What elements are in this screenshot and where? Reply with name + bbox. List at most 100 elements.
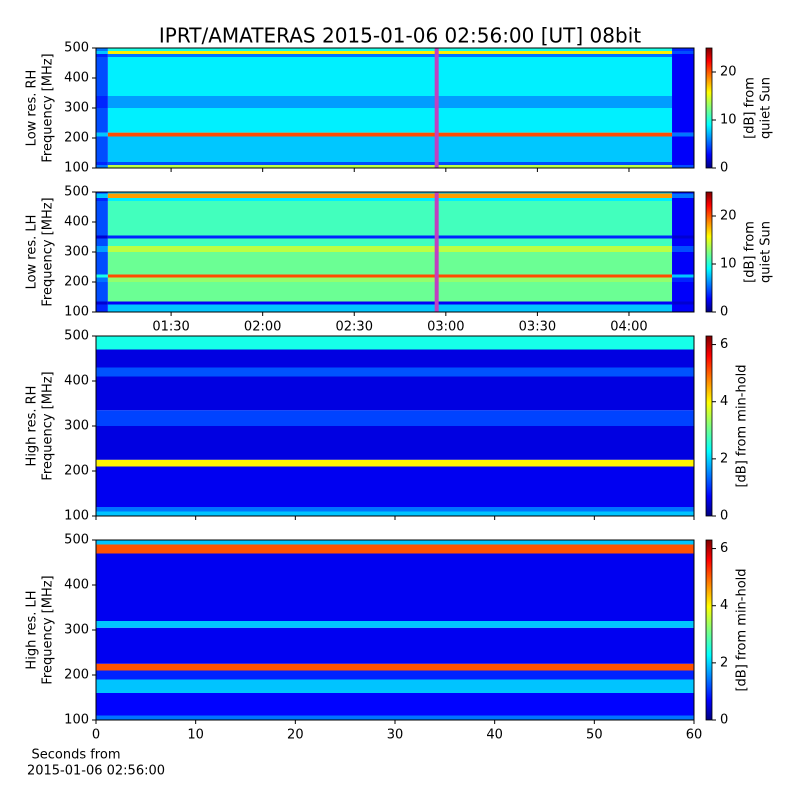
x-tick-label: 02:00	[244, 320, 281, 335]
heat-cell	[672, 274, 694, 278]
heat-cell	[672, 132, 694, 137]
heat-cell	[96, 201, 108, 236]
heat-cell	[672, 238, 694, 246]
heat-cell	[672, 162, 694, 165]
heat-cell	[107, 96, 673, 108]
heat-cell	[672, 96, 694, 108]
heat-cell	[107, 238, 673, 246]
x-tick-label: 20	[287, 728, 304, 743]
heat-cell	[672, 57, 694, 96]
heat-cell	[107, 235, 673, 239]
heat-cell	[107, 108, 673, 133]
x-axis-label: 2015-01-06 02:56:00	[27, 764, 165, 779]
x-tick-label: 10	[187, 728, 204, 743]
heat-cell	[672, 198, 694, 201]
x-tick-label: 01:30	[152, 320, 189, 335]
heat-cell	[672, 304, 694, 312]
heat-cell	[672, 246, 694, 252]
heat-cell	[96, 54, 108, 57]
colorbar-label: [dB] from	[743, 77, 758, 139]
heat-cell	[96, 544, 694, 554]
heat-cell	[96, 57, 108, 96]
y-axis-label: Frequency [MHz]	[41, 197, 56, 306]
heat-cell	[96, 679, 694, 693]
y-tick-label: 300	[64, 245, 89, 260]
y-tick-label: 100	[64, 509, 89, 524]
colorbar-tick-label: 4	[720, 598, 728, 613]
y-tick-label: 400	[64, 215, 89, 230]
heat-cell	[96, 238, 108, 246]
colorbar-tick-label: 0	[720, 161, 728, 176]
heat-cell	[96, 627, 694, 664]
heat-cell	[96, 540, 694, 545]
x-axis-label: Seconds from	[31, 748, 120, 763]
colorbar-tick-label: 20	[720, 209, 737, 224]
heat-cell	[96, 621, 694, 628]
heat-cell	[96, 198, 108, 201]
colorbar	[705, 191, 713, 313]
y-tick-label: 500	[64, 185, 89, 200]
x-tick-label: 30	[387, 728, 404, 743]
heat-cell	[96, 426, 694, 460]
heat-cell	[96, 553, 694, 621]
heat-cell	[96, 193, 108, 198]
y-axis-label: Low res. RH	[25, 70, 40, 147]
x-tick-label: 0	[92, 728, 100, 743]
heat-cell	[107, 192, 673, 194]
heat-cell	[672, 301, 694, 305]
colorbar-tick-label: 10	[720, 257, 737, 272]
heat-cell	[107, 48, 673, 51]
heat-cell	[96, 274, 108, 278]
y-tick-label: 100	[64, 161, 89, 176]
heat-cell	[96, 715, 694, 720]
y-tick-label: 500	[64, 329, 89, 344]
heat-cell	[96, 466, 694, 507]
heat-cell	[96, 252, 108, 275]
x-tick-label: 03:00	[427, 320, 464, 335]
colorbar	[705, 335, 713, 517]
heat-cell	[96, 162, 108, 165]
heat-cell	[107, 57, 673, 96]
heat-cell	[96, 336, 694, 350]
heat-cell	[96, 165, 108, 168]
heat-cell	[96, 132, 108, 137]
heat-cell	[107, 246, 673, 252]
time-marker	[434, 48, 439, 168]
heat-cell	[96, 96, 108, 108]
y-axis-label: Low res. LH	[25, 215, 40, 290]
heat-cell	[672, 235, 694, 239]
heat-cell	[96, 511, 694, 516]
heat-cell	[672, 193, 694, 198]
y-tick-label: 300	[64, 419, 89, 434]
heat-cell	[107, 132, 673, 137]
heat-cell	[672, 54, 694, 57]
y-tick-label: 400	[64, 374, 89, 389]
y-tick-label: 200	[64, 464, 89, 479]
heat-cell	[96, 410, 694, 426]
heat-cell	[96, 459, 694, 467]
colorbar	[705, 539, 713, 721]
heat-cell	[107, 198, 673, 201]
heat-cell	[96, 235, 108, 239]
y-tick-label: 400	[64, 71, 89, 86]
heat-cell	[96, 301, 108, 305]
y-tick-label: 300	[64, 101, 89, 116]
colorbar-label: [dB] from min-hold	[735, 364, 750, 487]
y-tick-label: 100	[64, 713, 89, 728]
x-tick-label: 50	[586, 728, 603, 743]
colorbar-tick-label: 20	[720, 65, 737, 80]
chart-title: IPRT/AMATERAS 2015-01-06 02:56:00 [UT] 0…	[159, 24, 641, 48]
y-tick-label: 300	[64, 623, 89, 638]
colorbar-tick-label: 0	[720, 713, 728, 728]
y-tick-label: 500	[64, 41, 89, 56]
colorbar-tick-label: 2	[720, 655, 728, 670]
colorbar	[705, 47, 713, 169]
colorbar-tick-label: 10	[720, 113, 737, 128]
y-tick-label: 500	[64, 533, 89, 548]
colorbar-label: quiet Sun	[759, 77, 774, 139]
x-tick-label: 60	[686, 728, 703, 743]
colorbar-tick-label: 6	[720, 337, 728, 352]
y-axis-label: Frequency [MHz]	[41, 53, 56, 162]
heat-cell	[672, 48, 694, 51]
heat-cell	[107, 54, 673, 57]
